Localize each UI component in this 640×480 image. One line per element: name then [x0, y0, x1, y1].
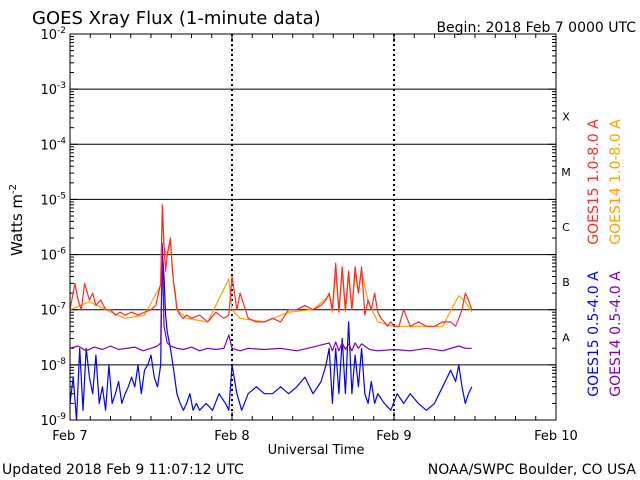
x-tick-label: Feb 7 — [52, 429, 87, 444]
y-tick-label-base: 10 — [40, 304, 57, 319]
legend-entry: GOES15 1.0-8.0 A — [586, 119, 602, 245]
y-tick-label-base: 10 — [40, 249, 57, 264]
y-tick-label: 10-9 — [40, 412, 66, 429]
series-line — [69, 242, 472, 352]
flare-class-label: B — [562, 276, 570, 289]
y-axis-title-text: Watts m — [8, 194, 26, 256]
credit-label: NOAA/SWPC Boulder, CO USA — [428, 462, 637, 478]
y-tick-label: 10-2 — [40, 26, 66, 43]
y-tick-label-base: 10 — [40, 193, 57, 208]
legend-entry: GOES14 0.5-4.0 A — [608, 271, 624, 397]
plot-frame — [69, 33, 557, 421]
legend-entry: GOES15 0.5-4.0 A — [586, 271, 602, 397]
y-tick-label-exponent: -4 — [57, 136, 66, 146]
y-tick-label-base: 10 — [40, 414, 57, 429]
x-tick-label: Feb 8 — [214, 429, 249, 444]
y-tick-label-exponent: -9 — [57, 412, 66, 422]
y-tick-label-base: 10 — [40, 83, 57, 98]
flare-class-label: M — [561, 166, 571, 179]
y-tick-label: 10-7 — [40, 302, 66, 319]
y-tick-label-exponent: -8 — [57, 357, 66, 367]
y-tick-label: 10-4 — [40, 136, 66, 153]
y-tick-label: 10-6 — [40, 247, 66, 264]
x-tick-label: Feb 10 — [534, 429, 578, 444]
chart-title: GOES Xray Flux (1-minute data) — [32, 8, 321, 29]
legend-entry: GOES14 1.0-8.0 A — [608, 119, 624, 245]
y-tick-label: 10-5 — [40, 191, 66, 208]
series-line — [69, 249, 473, 421]
y-axis-title: Watts m-2 — [8, 184, 26, 256]
begin-time-label: Begin: 2018 Feb 7 0000 UTC — [436, 20, 636, 36]
series-line — [69, 204, 473, 327]
x-tick-label: Feb 9 — [376, 429, 411, 444]
series-line — [69, 207, 473, 327]
y-tick-label-exponent: -6 — [57, 247, 66, 257]
y-tick-label: 10-8 — [40, 357, 66, 374]
y-tick-label-exponent: -7 — [57, 302, 66, 312]
y-axis-title-exponent: -2 — [8, 184, 19, 194]
y-tick-label-exponent: -2 — [57, 26, 66, 36]
y-tick-label: 10-3 — [40, 81, 66, 98]
y-tick-label-exponent: -3 — [57, 81, 66, 91]
updated-time-label: Updated 2018 Feb 9 11:07:12 UTC — [2, 462, 244, 478]
y-tick-label-base: 10 — [40, 28, 57, 43]
flare-class-label: C — [562, 221, 570, 234]
y-tick-label-exponent: -5 — [57, 191, 66, 201]
flare-class-label: A — [562, 331, 570, 344]
flare-class-label: X — [562, 111, 570, 124]
x-axis-title: Universal Time — [268, 443, 365, 458]
y-tick-label-base: 10 — [40, 138, 57, 153]
y-tick-label-base: 10 — [40, 359, 57, 374]
